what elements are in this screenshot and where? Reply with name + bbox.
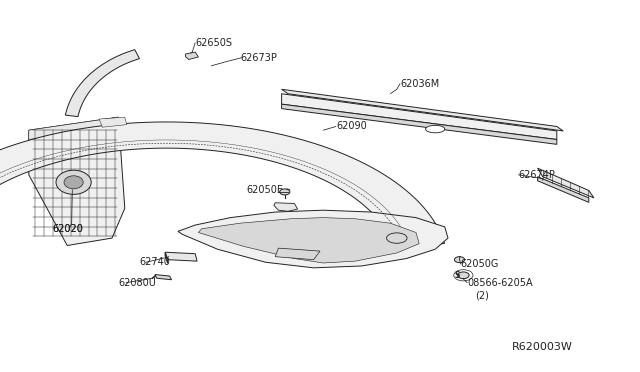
Polygon shape — [275, 248, 320, 260]
Polygon shape — [29, 117, 118, 140]
Text: S: S — [454, 271, 460, 280]
Text: 62674P: 62674P — [518, 170, 556, 180]
Polygon shape — [538, 168, 594, 198]
Circle shape — [280, 189, 290, 195]
Ellipse shape — [64, 176, 83, 189]
Ellipse shape — [387, 233, 407, 243]
Circle shape — [454, 257, 465, 263]
Text: 62673P: 62673P — [240, 53, 277, 62]
Polygon shape — [155, 275, 172, 280]
Text: 62020: 62020 — [52, 224, 83, 234]
Circle shape — [458, 272, 469, 279]
Text: 62050E: 62050E — [246, 185, 284, 195]
Text: 62650S: 62650S — [195, 38, 232, 48]
Text: R620003W: R620003W — [512, 341, 573, 352]
Polygon shape — [178, 210, 448, 268]
Polygon shape — [274, 203, 298, 211]
Text: 62740: 62740 — [140, 257, 170, 267]
Text: 62050G: 62050G — [461, 259, 499, 269]
Ellipse shape — [426, 125, 445, 133]
Polygon shape — [29, 117, 125, 246]
Text: 08566-6205A: 08566-6205A — [467, 278, 533, 288]
Polygon shape — [99, 117, 127, 127]
Text: (2): (2) — [475, 291, 489, 301]
Ellipse shape — [56, 170, 92, 195]
Polygon shape — [282, 94, 557, 140]
Text: 62036M: 62036M — [400, 79, 439, 89]
Text: 62020: 62020 — [52, 224, 83, 234]
Polygon shape — [186, 52, 198, 60]
Polygon shape — [198, 218, 419, 263]
Polygon shape — [538, 177, 589, 202]
Text: 62090: 62090 — [336, 122, 367, 131]
Text: 62080U: 62080U — [118, 278, 156, 288]
Polygon shape — [65, 49, 140, 116]
Polygon shape — [0, 122, 445, 247]
Polygon shape — [165, 252, 168, 263]
Polygon shape — [165, 252, 197, 261]
Polygon shape — [282, 104, 557, 144]
Polygon shape — [282, 89, 563, 131]
